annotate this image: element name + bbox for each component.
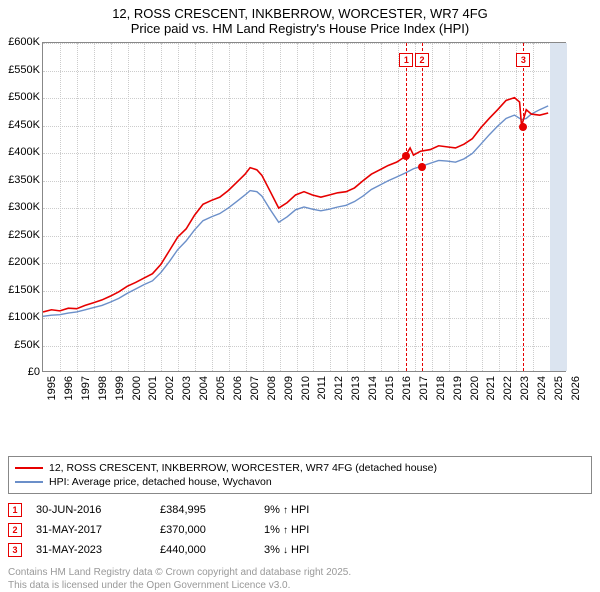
ytick-label: £0	[28, 366, 40, 378]
arrow-icon: ↑	[283, 525, 288, 536]
ytick-label: £50K	[14, 339, 40, 351]
chart-area: 12 3 £0 £50K £100K £150K £200K £250K £300K £350K…	[0, 38, 570, 408]
chart-svg	[43, 43, 565, 371]
attribution-line-1: Contains HM Land Registry data © Crown c…	[8, 566, 592, 579]
callout-marker	[418, 163, 426, 171]
xtick-label: 2022	[502, 376, 514, 400]
legend-row-property: 12, ROSS CRESCENT, INKBERROW, WORCESTER,…	[15, 461, 585, 475]
ytick-label: £600K	[8, 36, 40, 48]
xtick-label: 2023	[519, 376, 531, 400]
xtick-label: 2026	[570, 376, 582, 400]
xtick-label: 2012	[333, 376, 345, 400]
xtick-label: 2011	[316, 376, 328, 400]
callout-price: £440,000	[160, 544, 250, 556]
callout-price: £370,000	[160, 524, 250, 536]
chart-container: 12, ROSS CRESCENT, INKBERROW, WORCESTER,…	[0, 0, 600, 590]
xtick-label: 2016	[401, 376, 413, 400]
xtick-label: 2017	[418, 376, 430, 400]
xtick-label: 1998	[97, 376, 109, 400]
callout-vline	[523, 43, 524, 371]
legend-row-hpi: HPI: Average price, detached house, Wych…	[15, 475, 585, 489]
callout-date: 31-MAY-2023	[36, 544, 146, 556]
ytick-label: £300K	[8, 201, 40, 213]
ytick-label: £500K	[8, 91, 40, 103]
ytick-label: £200K	[8, 256, 40, 268]
xtick-label: 1997	[80, 376, 92, 400]
callout-vline	[406, 43, 407, 371]
callout-num: 1	[8, 503, 22, 517]
callout-box: 3	[516, 53, 530, 67]
title-line-2: Price paid vs. HM Land Registry's House …	[0, 21, 600, 36]
callout-pct: 1% ↑ HPI	[264, 524, 364, 536]
xtick-label: 2007	[249, 376, 261, 400]
xtick-label: 2002	[164, 376, 176, 400]
xtick-label: 2021	[485, 376, 497, 400]
xtick-label: 2009	[283, 376, 295, 400]
callout-pct: 3% ↓ HPI	[264, 544, 364, 556]
arrow-icon: ↓	[283, 545, 288, 556]
callout-row: 3 31-MAY-2023 £440,000 3% ↓ HPI	[8, 540, 592, 560]
arrow-icon: ↑	[283, 505, 288, 516]
ytick-label: £150K	[8, 284, 40, 296]
callout-pct: 9% ↑ HPI	[264, 504, 364, 516]
callout-box: 1	[399, 53, 413, 67]
callout-price: £384,995	[160, 504, 250, 516]
callout-num: 2	[8, 523, 22, 537]
callout-vline	[422, 43, 423, 371]
xtick-label: 2004	[198, 376, 210, 400]
legend-label-property: 12, ROSS CRESCENT, INKBERROW, WORCESTER,…	[49, 462, 437, 474]
legend-swatch-hpi	[15, 481, 43, 483]
legend-swatch-property	[15, 467, 43, 469]
ytick-label: £400K	[8, 146, 40, 158]
xtick-label: 1996	[63, 376, 75, 400]
callout-date: 30-JUN-2016	[36, 504, 146, 516]
xtick-label: 2000	[131, 376, 143, 400]
xtick-label: 2018	[435, 376, 447, 400]
xtick-label: 2020	[469, 376, 481, 400]
callout-num: 3	[8, 543, 22, 557]
ytick-label: £450K	[8, 119, 40, 131]
callout-box: 2	[415, 53, 429, 67]
xtick-label: 2014	[367, 376, 379, 400]
legend: 12, ROSS CRESCENT, INKBERROW, WORCESTER,…	[8, 456, 592, 494]
xtick-label: 2005	[215, 376, 227, 400]
callout-row: 1 30-JUN-2016 £384,995 9% ↑ HPI	[8, 500, 592, 520]
xtick-label: 2008	[266, 376, 278, 400]
xtick-label: 2019	[452, 376, 464, 400]
xtick-label: 2003	[181, 376, 193, 400]
legend-label-hpi: HPI: Average price, detached house, Wych…	[49, 476, 272, 488]
xtick-label: 1995	[46, 376, 58, 400]
callout-marker	[402, 152, 410, 160]
callout-date: 31-MAY-2017	[36, 524, 146, 536]
ytick-label: £550K	[8, 64, 40, 76]
attribution-line-2: This data is licensed under the Open Gov…	[8, 579, 592, 592]
xtick-label: 2006	[232, 376, 244, 400]
xtick-label: 2013	[350, 376, 362, 400]
xtick-label: 2010	[300, 376, 312, 400]
ytick-label: £350K	[8, 174, 40, 186]
plot-region: 12 3	[42, 42, 566, 372]
xtick-label: 2015	[384, 376, 396, 400]
attribution: Contains HM Land Registry data © Crown c…	[8, 566, 592, 592]
callout-table: 1 30-JUN-2016 £384,995 9% ↑ HPI 2 31-MAY-2017…	[8, 500, 592, 560]
xtick-label: 2024	[536, 376, 548, 400]
series-property	[43, 98, 548, 312]
title-block: 12, ROSS CRESCENT, INKBERROW, WORCESTER,…	[0, 0, 600, 38]
xtick-label: 2025	[553, 376, 565, 400]
xtick-label: 2001	[147, 376, 159, 400]
ytick-label: £100K	[8, 311, 40, 323]
title-line-1: 12, ROSS CRESCENT, INKBERROW, WORCESTER,…	[0, 6, 600, 21]
callout-row: 2 31-MAY-2017 £370,000 1% ↑ HPI	[8, 520, 592, 540]
xtick-label: 1999	[114, 376, 126, 400]
ytick-label: £250K	[8, 229, 40, 241]
callout-marker	[519, 123, 527, 131]
